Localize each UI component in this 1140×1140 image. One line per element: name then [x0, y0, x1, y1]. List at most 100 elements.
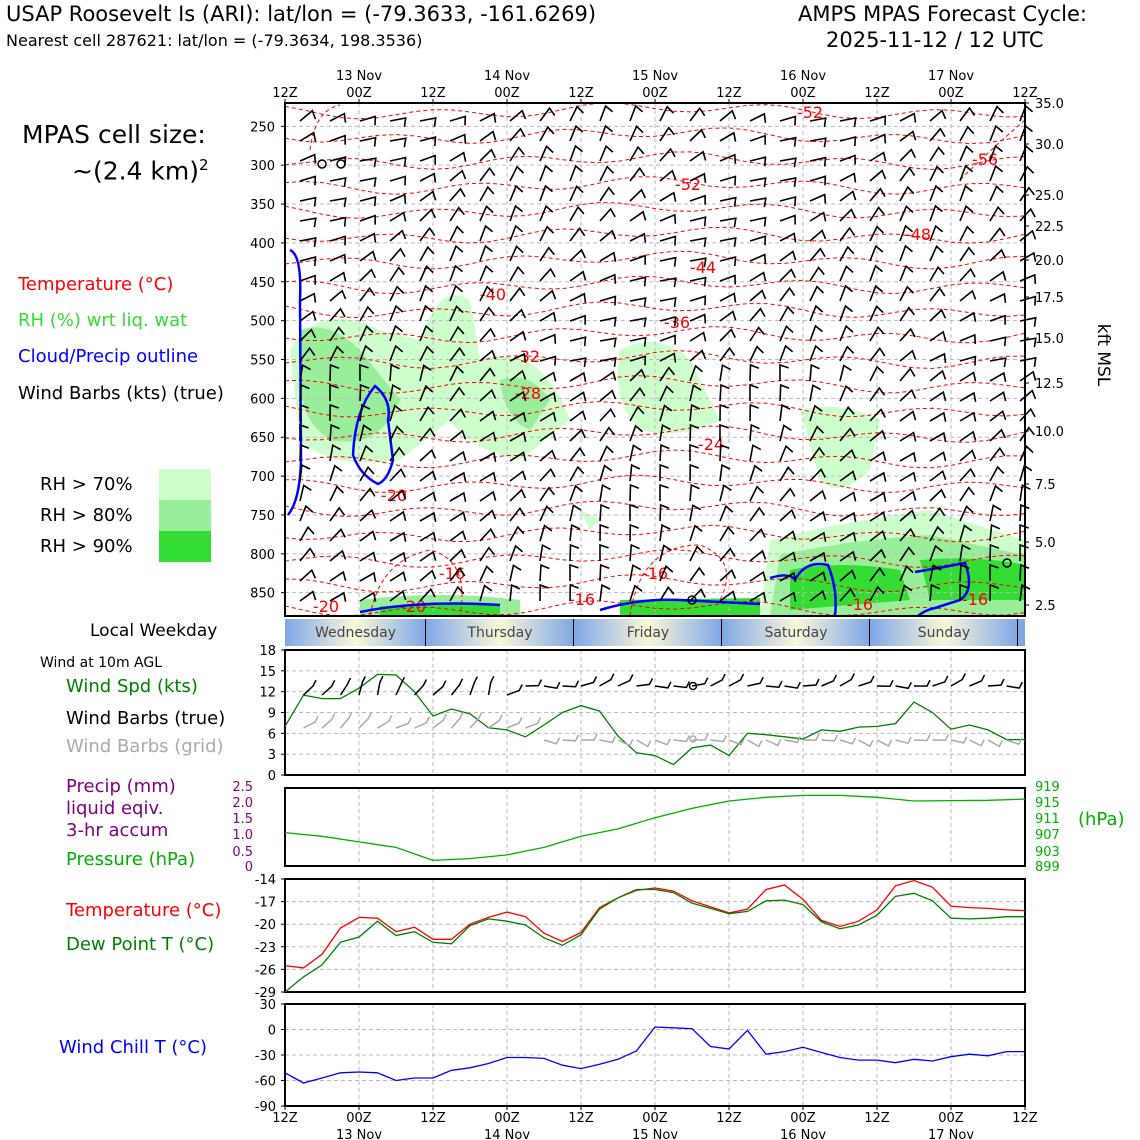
wind-barb — [299, 346, 316, 362]
wind-barb — [869, 206, 885, 222]
wind-barb — [809, 285, 824, 302]
wind-barb — [749, 444, 762, 462]
rh70-swatch — [159, 469, 211, 500]
wind-barb — [479, 490, 497, 502]
wind-barb-grid — [599, 736, 616, 744]
wind-barb — [719, 131, 737, 142]
wind-barb — [329, 345, 344, 362]
wind-barb-true — [636, 678, 654, 687]
temp-contour — [284, 326, 1026, 344]
temperature-line — [284, 879, 1026, 969]
wind-barb — [869, 325, 885, 342]
wind-barb — [359, 196, 377, 207]
pressure-line-tick-label: 899 — [1035, 860, 1060, 875]
wind-barb — [809, 446, 826, 462]
wind-barb — [419, 550, 437, 562]
wind-barb — [569, 226, 586, 242]
nearest-cell-info: Nearest cell 287621: lat/lon = (-79.3634… — [6, 31, 423, 50]
wind-barb — [989, 105, 1004, 122]
wind-barb — [659, 235, 677, 246]
wind-barb-true — [543, 681, 561, 690]
wind-barb — [1019, 144, 1034, 162]
wind-barb — [719, 423, 729, 441]
wind-barb — [779, 214, 796, 225]
panel-tick-label: -26 — [255, 963, 276, 978]
wind-barb — [899, 306, 916, 322]
wind-barb — [359, 157, 377, 168]
pressure-tick-label: 300 — [250, 159, 275, 174]
wind-barb — [959, 486, 975, 502]
wind-barb — [839, 245, 855, 262]
wind-barb-true — [506, 684, 523, 696]
top-hour-label: 12Z — [716, 86, 742, 101]
height-tick-label: 15.0 — [1035, 332, 1064, 347]
wind-barb — [569, 336, 587, 347]
wind-barb-true — [710, 673, 726, 687]
wind-barb — [689, 364, 704, 382]
legend-wind-barbs: Wind Barbs (kts) (true) — [18, 383, 224, 404]
wind-barb — [389, 468, 406, 482]
wind-barb — [659, 366, 676, 382]
temp-contour — [284, 524, 1026, 543]
legend-temperature: Temperature (°C) — [18, 274, 174, 295]
panel-tick-label: -14 — [255, 873, 276, 888]
rh90-swatch — [159, 531, 211, 562]
wind-barb — [839, 384, 854, 402]
wind-barb — [359, 115, 377, 126]
wind-barb — [599, 543, 609, 561]
wind-barb — [599, 337, 617, 348]
wind-barb — [449, 429, 467, 442]
wind-barb-grid — [673, 735, 691, 743]
wind-barb — [629, 297, 647, 308]
top-hour-label: 00Z — [494, 86, 520, 101]
wind-barb — [749, 235, 767, 246]
wind-barb-grid — [488, 714, 503, 729]
wind-barb — [689, 150, 707, 162]
pressure-line-tick-label: 915 — [1035, 796, 1060, 811]
wind-barb — [959, 333, 977, 344]
temp-contour — [284, 548, 1026, 568]
wind-barb — [839, 172, 857, 183]
wind-barb — [569, 105, 584, 122]
wind-barb — [299, 256, 317, 267]
panel-tick-label: 12 — [259, 686, 276, 701]
wind-barb — [479, 509, 497, 522]
wind-barb — [419, 470, 437, 482]
wind-barb — [959, 563, 970, 582]
legend-cloud: Cloud/Precip outline — [18, 346, 199, 367]
temp-contour — [284, 600, 1026, 617]
wind-barb — [449, 115, 467, 126]
wind-speed-line — [284, 673, 1025, 766]
top-hour-label: 00Z — [346, 86, 372, 101]
wind-barb — [809, 324, 823, 342]
wind-barb — [629, 210, 647, 222]
wind-barb — [809, 468, 826, 482]
weekday-name: Wednesday — [315, 625, 396, 641]
wind-barb — [719, 217, 737, 228]
weekday-cell — [426, 619, 574, 646]
wind-barb — [839, 550, 857, 562]
temp-contour — [284, 574, 1026, 593]
wind-barb — [539, 125, 555, 142]
wind-barb — [689, 257, 707, 268]
legend-precip-2: liquid eqiv. — [66, 798, 164, 819]
wind-barb — [329, 289, 347, 302]
wind-barb — [479, 166, 496, 182]
wind-barb — [299, 590, 317, 602]
wind-barb — [449, 471, 467, 482]
wind-barb — [569, 144, 583, 162]
wind-barb — [509, 265, 525, 282]
cloud-outline — [599, 598, 761, 612]
wind-barb — [479, 327, 496, 342]
wind-barb — [659, 503, 670, 522]
wind-barb — [899, 285, 915, 302]
wind-barb — [629, 523, 639, 542]
wind-barb — [629, 232, 647, 243]
wind-barb — [779, 403, 791, 422]
wind-barb — [899, 509, 917, 522]
wind-barb — [569, 410, 587, 422]
wind-barb — [899, 204, 914, 222]
wind-barb — [629, 355, 647, 366]
calm-circle — [1002, 558, 1012, 568]
wind-barb — [1019, 426, 1035, 442]
